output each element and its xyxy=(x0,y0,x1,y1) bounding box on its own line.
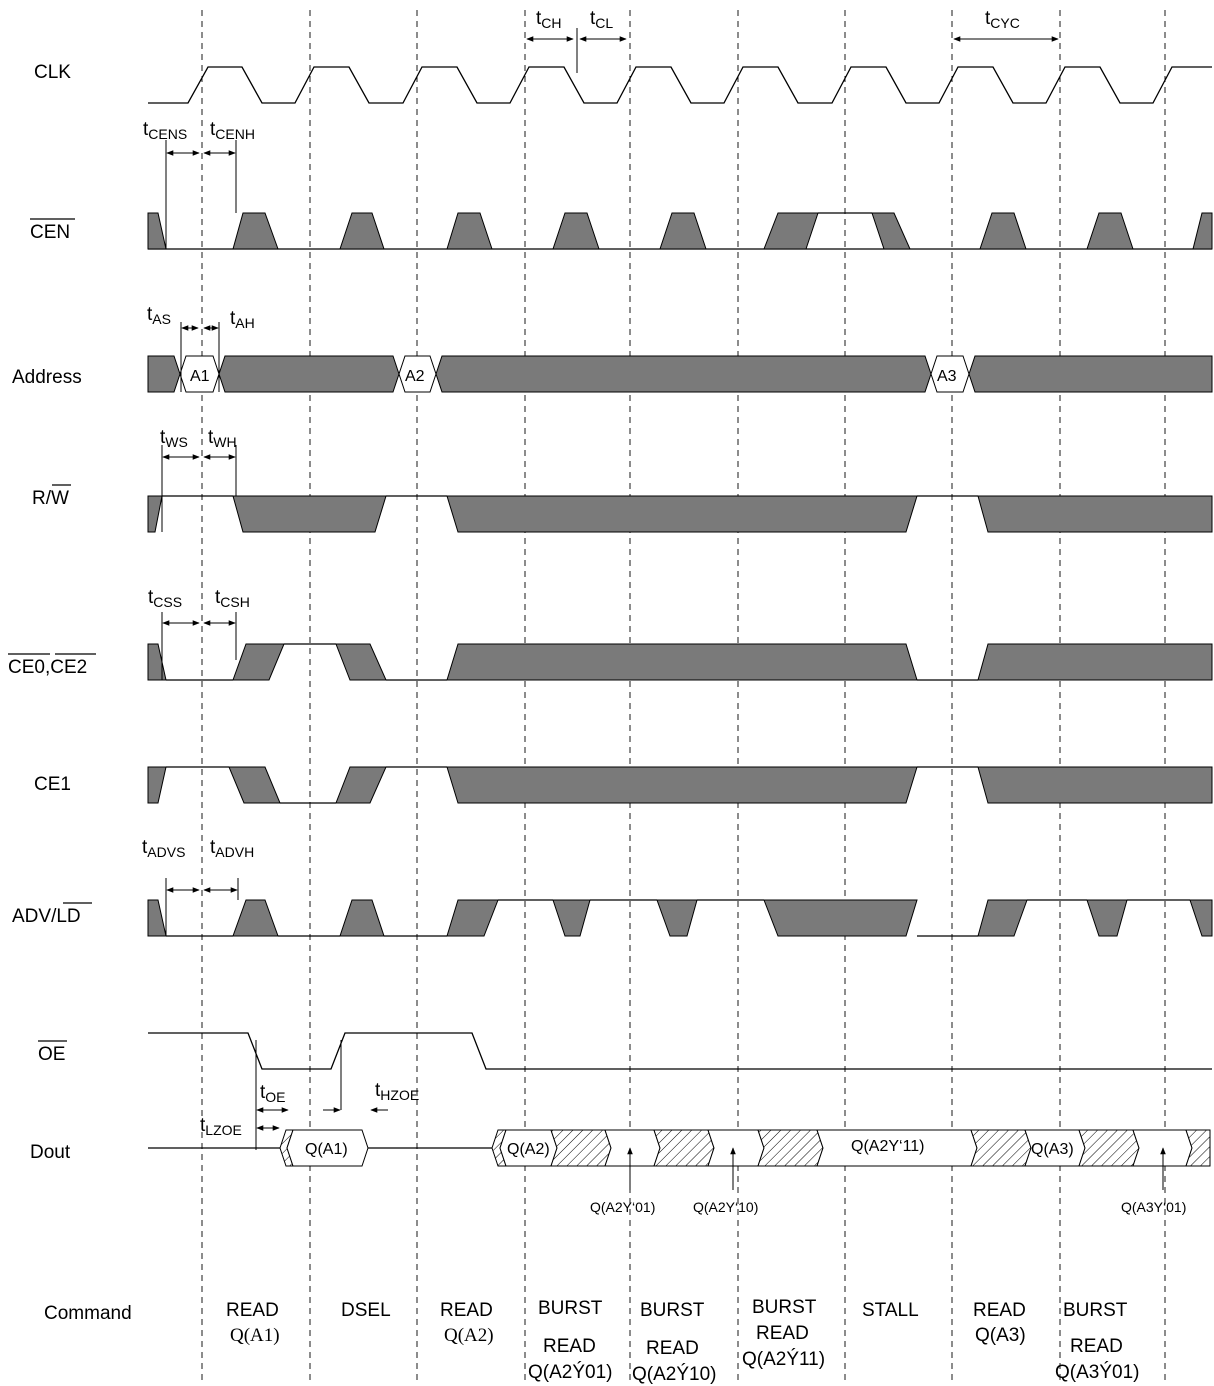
tah-label: tAH xyxy=(230,308,255,331)
ce1-waveform xyxy=(147,766,1213,804)
command-label: Command xyxy=(44,1303,132,1324)
q-a2y10-annotation: Q(A2Y‘10) xyxy=(693,1199,758,1215)
tcss-label: tCSS xyxy=(148,587,182,610)
advld-timing: tADVS tADVH xyxy=(142,837,254,936)
command-1-line1: READ xyxy=(226,1300,279,1321)
dout-waveform: Q(A1) Q(A2) Q(A2Y‘11) Q(A3) xyxy=(148,1129,1211,1167)
tcens-label: tCENS xyxy=(143,119,187,142)
addr-a1: A1 xyxy=(190,368,210,385)
clk-timing: tCH tCL tCYC xyxy=(526,8,1059,73)
dout-label: Dout xyxy=(30,1142,71,1163)
ce02-timing: tCSS tCSH xyxy=(148,587,250,680)
addr-a2: A2 xyxy=(405,368,425,385)
command-8-line1: READ xyxy=(973,1300,1026,1321)
tcenh-label: tCENH xyxy=(210,119,255,142)
tws-label: tWS xyxy=(160,427,188,450)
tcyc-label: tCYC xyxy=(985,8,1020,31)
q-a3y01-annotation: Q(A3Y‘01) xyxy=(1121,1199,1186,1215)
command-9-line1: BURST xyxy=(1063,1300,1128,1321)
address-waveform: A1 A2 A3 xyxy=(147,355,1213,393)
address-label: Address xyxy=(12,367,82,388)
tcl-label: tCL xyxy=(590,8,613,31)
tlzoe-label: tLZOE xyxy=(200,1115,242,1138)
ce02-label: CE0,CE2 xyxy=(8,657,87,678)
dout-q-a2y11: Q(A2Y‘11) xyxy=(851,1138,925,1155)
clock-grid xyxy=(201,10,1166,1380)
cen-label: CEN xyxy=(30,222,70,243)
dout-q-a1: Q(A1) xyxy=(305,1141,348,1158)
address-timing: tAS tAH xyxy=(147,304,255,392)
command-6-line3: Q(A2Ý11) xyxy=(742,1349,825,1370)
command-5-line2: READ xyxy=(646,1338,699,1359)
twh-label: tWH xyxy=(208,427,237,450)
thzoe-label: tHZOE xyxy=(375,1080,419,1103)
cen-waveform xyxy=(147,212,1213,250)
signal-labels: CLK CEN Address R/W CE0,CE2 CE1 ADV/LD O… xyxy=(8,62,132,1324)
dout-q-a2: Q(A2) xyxy=(507,1141,550,1158)
dout-q-a3: Q(A3) xyxy=(1031,1141,1074,1158)
addr-a3: A3 xyxy=(937,368,957,385)
command-4-line2: READ xyxy=(543,1336,596,1357)
command-5-line3: Q(A2Ý10) xyxy=(632,1364,716,1385)
rw-timing: tWS tWH xyxy=(160,427,237,532)
command-3-line2: Q(A2) xyxy=(444,1325,494,1346)
rw-label: R/W xyxy=(32,488,69,509)
toe-label: tOE xyxy=(260,1082,286,1105)
command-row: READ Q(A1) DSEL READ Q(A2) BURST READ Q(… xyxy=(226,1297,1139,1385)
command-2-line1: DSEL xyxy=(341,1300,391,1321)
command-4-line1: BURST xyxy=(538,1298,603,1319)
command-5-line1: BURST xyxy=(640,1300,705,1321)
dout-q-a2y10-cell xyxy=(707,1129,765,1167)
command-6-line2: READ xyxy=(756,1323,809,1344)
clk-waveform xyxy=(148,66,1212,104)
tas-label: tAS xyxy=(147,304,171,327)
command-9-line2: READ xyxy=(1070,1336,1123,1357)
dout-annotations: Q(A2Y‘01) Q(A2Y‘10) Q(A3Y‘01) xyxy=(590,1147,1186,1215)
cen-timing: tCENS tCENH xyxy=(143,119,255,249)
oe-waveform xyxy=(148,1032,1212,1070)
dout-q-a2y01-cell xyxy=(604,1129,661,1167)
tadvh-label: tADVH xyxy=(210,837,254,860)
q-a2y01-annotation: Q(A2Y‘01) xyxy=(590,1199,655,1215)
advld-label: ADV/LD xyxy=(12,906,81,927)
rw-waveform xyxy=(147,495,1213,533)
tch-label: tCH xyxy=(536,8,562,31)
command-6-line1: BURST xyxy=(752,1297,817,1318)
clk-label: CLK xyxy=(34,62,71,83)
tadvs-label: tADVS xyxy=(142,837,185,860)
tcsh-label: tCSH xyxy=(215,587,250,610)
oe-label: OE xyxy=(38,1044,65,1065)
command-1-line2: Q(A1) xyxy=(230,1325,280,1346)
command-9-line3: Q(A3Ý01) xyxy=(1055,1362,1139,1383)
ce1-label: CE1 xyxy=(34,774,71,795)
command-7-line1: STALL xyxy=(862,1300,919,1321)
command-8-line2: Q(A3) xyxy=(975,1325,1026,1346)
ce02-waveform xyxy=(147,643,1213,681)
command-4-line3: Q(A2Ý01) xyxy=(528,1362,612,1383)
advld-waveform xyxy=(147,899,1213,937)
oe-timing: tOE tHZOE tLZOE xyxy=(200,1040,419,1150)
command-3-line1: READ xyxy=(440,1300,493,1321)
